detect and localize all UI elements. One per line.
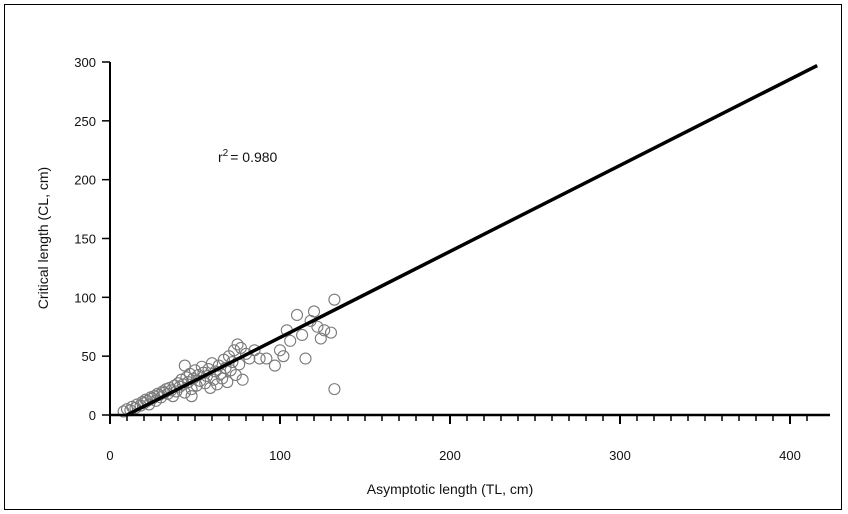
data-point: [260, 352, 273, 365]
data-point: [178, 359, 191, 372]
y-tick-label: 50: [82, 349, 96, 364]
y-tick-label: 150: [74, 232, 96, 247]
data-point: [226, 355, 239, 369]
data-point: [311, 320, 324, 333]
data-point: [290, 308, 304, 322]
r-squared-annotation: r2 = 0.980: [218, 148, 278, 165]
data-point: [273, 344, 287, 357]
data-point: [277, 350, 290, 363]
data-point: [314, 332, 327, 345]
data-point: [328, 293, 341, 306]
data-point: [228, 344, 241, 357]
data-points: [117, 293, 341, 418]
x-tick-label: 0: [106, 448, 113, 463]
y-axis-ticks: 0 50 100 150 200 250 300: [74, 55, 110, 423]
y-axis-label: Critical length (CL, cm): [35, 167, 51, 309]
data-point: [205, 357, 219, 370]
data-point: [236, 373, 249, 386]
data-point: [299, 352, 312, 365]
data-point: [221, 376, 234, 389]
data-point: [284, 334, 297, 347]
data-point: [328, 383, 341, 396]
r-squared-value: = 0.980: [230, 149, 277, 165]
data-point: [231, 338, 244, 351]
y-tick-label: 300: [74, 55, 96, 70]
data-point: [268, 359, 281, 372]
data-point: [204, 381, 217, 394]
data-point: [324, 326, 338, 339]
y-tick-label: 250: [74, 114, 96, 129]
data-point: [318, 324, 331, 337]
x-axis-ticks: 0 100 200 300 400: [106, 415, 808, 463]
x-axis-label: Asymptotic length (TL, cm): [367, 481, 534, 497]
chart-frame: [4, 4, 842, 510]
x-tick-label: 300: [609, 448, 631, 463]
x-tick-label: 100: [269, 448, 291, 463]
r-squared-superscript: 2: [223, 148, 229, 159]
data-point: [253, 352, 266, 365]
data-point: [229, 368, 242, 382]
r-squared-prefix: r: [218, 149, 223, 165]
data-point: [185, 390, 198, 403]
regression-line: [126, 63, 818, 417]
x-tick-label: 400: [779, 448, 801, 463]
y-tick-label: 100: [74, 290, 96, 305]
data-point: [307, 305, 321, 318]
y-tick-label: 200: [74, 173, 96, 188]
x-tick-label: 200: [439, 448, 461, 463]
y-tick-label: 0: [89, 408, 96, 423]
data-point: [296, 328, 309, 342]
